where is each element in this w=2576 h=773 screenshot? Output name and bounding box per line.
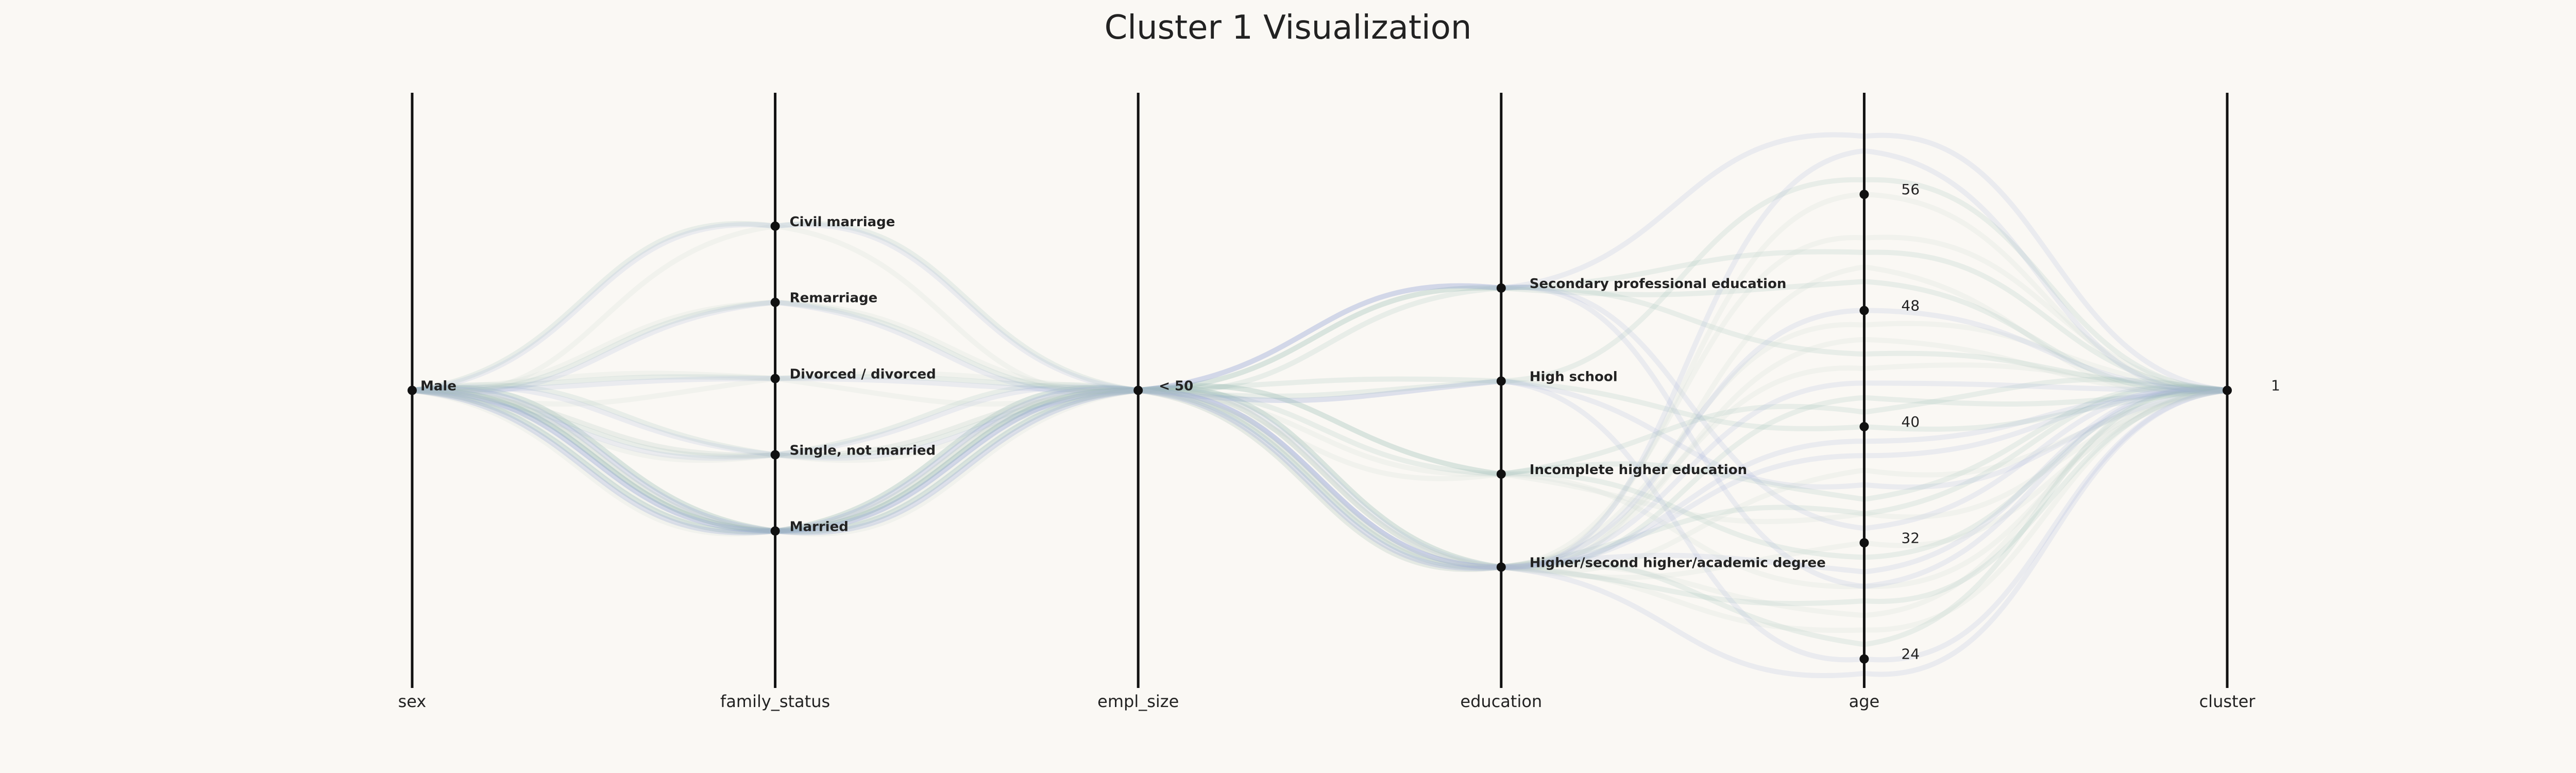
tick-label: Civil marriage xyxy=(790,214,895,230)
record-line xyxy=(410,388,2230,580)
tick-label: Divorced / divorced xyxy=(790,367,936,382)
record-line xyxy=(410,382,2230,502)
tick-marker xyxy=(770,526,780,536)
lines-layer xyxy=(410,132,2230,678)
tick-marker xyxy=(770,450,780,460)
axis-label-age: age xyxy=(1849,692,1880,711)
tick-label: High school xyxy=(1530,369,1618,384)
record-line xyxy=(410,285,2230,534)
axes-layer: sex Male family_status Civil marriage Remarr… xyxy=(398,93,2280,711)
axis-label-education: education xyxy=(1460,692,1542,711)
tick-label: Incomplete higher education xyxy=(1530,462,1747,478)
record-line xyxy=(410,321,2230,570)
record-line xyxy=(410,388,2230,678)
axis-label-cluster: cluster xyxy=(2199,692,2256,711)
tick-marker xyxy=(1859,422,1869,431)
chart-title: Cluster 1 Visualization xyxy=(1105,9,1472,47)
tick-label: Higher/second higher/academic degree xyxy=(1530,555,1826,570)
tick-marker xyxy=(1859,306,1869,315)
record-line xyxy=(410,387,2230,618)
tick-marker xyxy=(770,221,780,231)
tick-marker xyxy=(770,297,780,307)
record-line xyxy=(410,221,2230,477)
tick-marker xyxy=(1496,376,1506,386)
tick-label: 32 xyxy=(1901,529,1920,546)
tick-marker xyxy=(1496,283,1506,293)
record-line xyxy=(410,362,2230,570)
record-line xyxy=(410,388,2230,607)
tick-marker xyxy=(2223,385,2232,395)
record-line xyxy=(410,308,2230,570)
record-line xyxy=(410,388,2230,590)
axis-label-empl-size: empl_size xyxy=(1097,692,1179,711)
record-line xyxy=(410,387,2230,560)
axis-label-family-status: family_status xyxy=(720,692,830,711)
record-line xyxy=(410,177,2230,534)
record-line xyxy=(410,384,2230,570)
tick-marker xyxy=(1859,190,1869,199)
tick-marker xyxy=(408,385,417,395)
tick-label: Secondary professional education xyxy=(1530,276,1787,292)
tick-label: 40 xyxy=(1901,413,1920,430)
record-line xyxy=(410,264,2230,572)
tick-label: 48 xyxy=(1901,297,1920,314)
record-line xyxy=(410,378,2230,535)
record-line xyxy=(410,132,2230,393)
record-line xyxy=(410,234,2230,570)
tick-label: 56 xyxy=(1901,181,1920,198)
tick-label: Married xyxy=(790,519,849,534)
tick-label: Male xyxy=(420,379,456,394)
tick-label: Single, not married xyxy=(790,443,936,458)
tick-marker xyxy=(1496,469,1506,479)
record-line xyxy=(410,388,2230,570)
record-line xyxy=(410,249,2230,393)
tick-label: 24 xyxy=(1901,646,1920,663)
record-line xyxy=(410,148,2230,571)
tick-label: 1 xyxy=(2271,377,2280,394)
tick-marker xyxy=(770,374,780,383)
axis-label-sex: sex xyxy=(398,692,427,711)
record-line xyxy=(410,388,2230,570)
record-line xyxy=(410,385,2230,647)
record-line xyxy=(410,283,2230,534)
tick-label: Remarriage xyxy=(790,291,878,306)
tick-marker xyxy=(1133,385,1143,395)
tick-label: < 50 xyxy=(1159,379,1193,394)
record-line xyxy=(410,299,2230,432)
record-line xyxy=(410,386,2230,575)
record-line xyxy=(410,223,2230,574)
record-line xyxy=(410,378,2230,663)
record-line xyxy=(410,279,2230,534)
tick-marker xyxy=(1496,562,1506,572)
tick-marker xyxy=(1859,538,1869,548)
record-line xyxy=(410,283,2230,589)
record-line xyxy=(410,192,2230,570)
record-line xyxy=(410,337,2230,570)
record-line xyxy=(410,380,2230,570)
record-line xyxy=(410,376,2230,525)
record-line xyxy=(410,388,2230,570)
record-line xyxy=(410,388,2230,633)
tick-marker xyxy=(1859,654,1869,664)
